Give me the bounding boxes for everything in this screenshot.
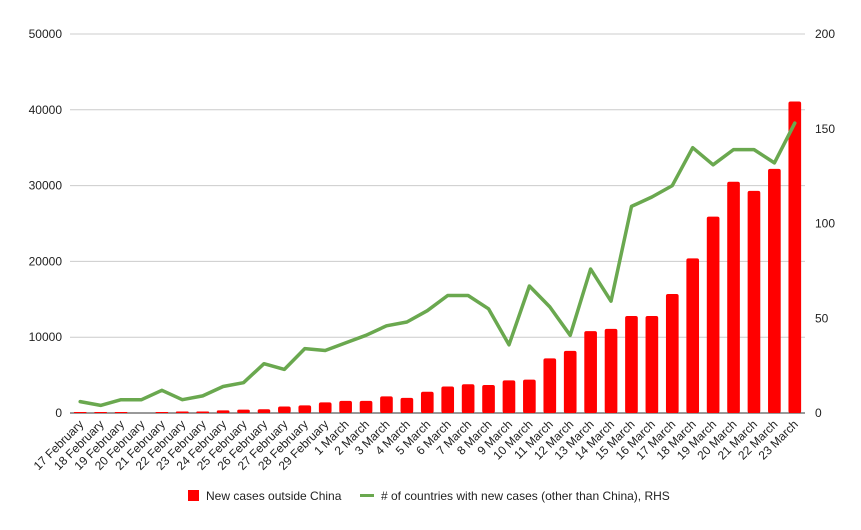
bar [216, 410, 230, 413]
left-tick-label: 50000 [29, 27, 63, 41]
bar [441, 386, 455, 413]
bar [257, 409, 271, 413]
bar [278, 406, 291, 413]
left-tick-label: 10000 [29, 330, 63, 344]
bar [400, 397, 414, 413]
left-tick-label: 30000 [29, 179, 63, 193]
right-axis-ticks: 0 50 100 150 200 [815, 27, 835, 420]
bar [523, 379, 536, 413]
bar [543, 358, 557, 413]
left-axis-ticks: 0 10000 20000 30000 40000 50000 [29, 27, 63, 420]
legend-label-line: # of countries with new cases (other tha… [381, 489, 670, 503]
bar [645, 315, 659, 413]
bar [563, 350, 577, 413]
right-tick-label: 150 [815, 122, 835, 136]
bar [339, 400, 352, 413]
bar [768, 168, 781, 413]
bar [727, 181, 740, 413]
right-tick-label: 200 [815, 27, 835, 41]
left-tick-label: 20000 [29, 254, 63, 268]
bar [359, 400, 373, 413]
bar [625, 315, 638, 413]
right-tick-label: 100 [815, 217, 835, 231]
bar [604, 328, 618, 413]
gridlines [70, 33, 805, 414]
bar [298, 405, 312, 413]
line-series [78, 121, 797, 408]
bar [461, 384, 475, 413]
bar [237, 409, 250, 413]
bar [94, 412, 107, 413]
bar [584, 331, 597, 413]
bar [73, 412, 87, 413]
bar [686, 258, 700, 413]
bar [502, 380, 516, 413]
bar [380, 396, 393, 413]
left-tick-label: 40000 [29, 103, 63, 117]
right-tick-label: 50 [815, 311, 829, 325]
bar [114, 412, 128, 413]
bar [788, 101, 802, 413]
legend-label-bars: New cases outside China [206, 489, 342, 503]
legend-swatch-bars [188, 490, 199, 501]
bar [155, 412, 169, 413]
bar [318, 402, 332, 413]
bar [706, 216, 720, 413]
bar [420, 391, 434, 413]
right-tick-label: 0 [815, 406, 822, 420]
bar [175, 411, 189, 413]
left-tick-label: 0 [55, 406, 62, 420]
bar [747, 190, 761, 413]
bar [482, 384, 495, 413]
bar-series [73, 101, 802, 413]
legend: New cases outside China # of countries w… [188, 489, 670, 503]
bar [665, 293, 679, 413]
series-line [78, 121, 797, 408]
bar [196, 411, 210, 413]
